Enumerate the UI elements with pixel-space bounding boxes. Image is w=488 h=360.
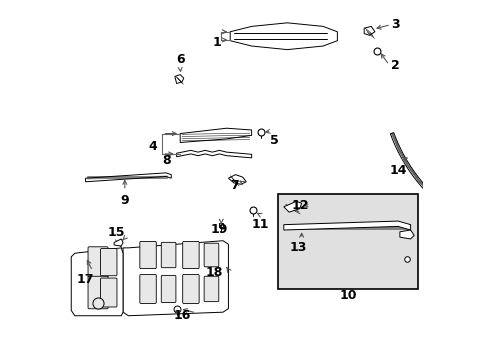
Text: 3: 3 [390,18,399,31]
Text: 10: 10 [339,289,356,302]
Polygon shape [85,173,171,182]
Polygon shape [283,202,301,212]
Polygon shape [176,150,251,158]
Text: 15: 15 [107,226,124,239]
FancyBboxPatch shape [140,242,156,269]
FancyBboxPatch shape [161,242,176,268]
Polygon shape [228,175,246,184]
FancyBboxPatch shape [183,274,199,303]
Text: 16: 16 [173,309,190,322]
FancyBboxPatch shape [183,242,199,269]
FancyBboxPatch shape [161,275,176,302]
Text: 11: 11 [251,217,269,230]
Polygon shape [364,26,374,35]
Polygon shape [123,241,228,316]
Text: 2: 2 [390,59,399,72]
FancyBboxPatch shape [88,276,108,309]
Text: 8: 8 [163,154,171,167]
FancyBboxPatch shape [140,274,156,303]
Text: 19: 19 [210,223,228,236]
Text: 18: 18 [205,266,223,279]
Polygon shape [114,239,123,246]
Polygon shape [180,128,251,143]
Text: 9: 9 [120,194,129,207]
FancyBboxPatch shape [203,243,218,267]
Bar [278,194,417,289]
Polygon shape [283,221,410,230]
Polygon shape [175,75,183,84]
Polygon shape [399,230,413,239]
FancyBboxPatch shape [203,276,218,302]
Text: 17: 17 [77,273,94,286]
Text: 14: 14 [388,164,406,177]
Text: 7: 7 [230,179,239,192]
Text: 5: 5 [269,134,278,147]
Text: 4: 4 [148,140,157,153]
Text: 6: 6 [176,53,184,66]
FancyBboxPatch shape [101,249,117,276]
Polygon shape [230,23,337,50]
Text: 13: 13 [289,241,306,254]
Text: 12: 12 [291,198,308,212]
Polygon shape [71,248,123,316]
FancyBboxPatch shape [101,278,117,307]
FancyBboxPatch shape [88,247,108,278]
Polygon shape [389,132,488,242]
Text: 1: 1 [212,36,221,49]
